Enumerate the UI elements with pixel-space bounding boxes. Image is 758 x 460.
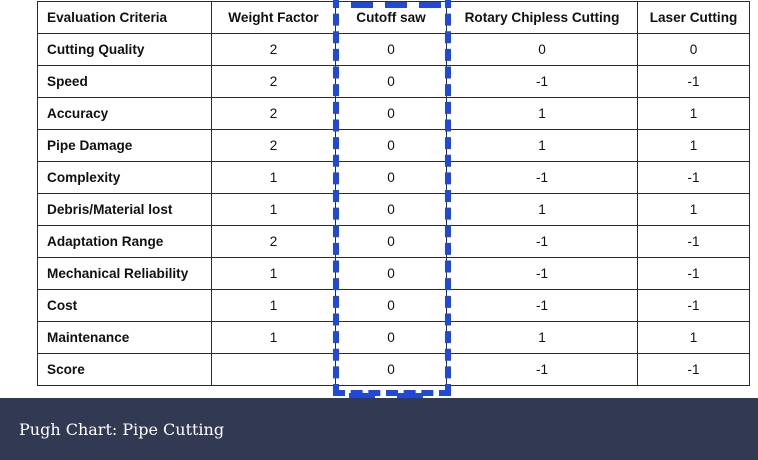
cutoff-saw-cell: 0 (335, 321, 447, 354)
table-row: Maintenance 1 0 1 1 (37, 321, 750, 354)
header-laser-cutting: Laser Cutting (637, 1, 750, 34)
criteria-cell: Complexity (37, 161, 212, 194)
caption-title: Pugh Chart: Pipe Cutting (19, 420, 225, 439)
cutoff-saw-cell: 0 (335, 97, 447, 130)
table-row: Accuracy 2 0 1 1 (37, 97, 750, 130)
laser-cell: -1 (637, 289, 750, 322)
laser-cell: -1 (637, 161, 750, 194)
laser-cell: 1 (637, 193, 750, 226)
cutoff-saw-cell: 0 (335, 161, 447, 194)
cutoff-saw-cell: 0 (335, 289, 447, 322)
table-row: Pipe Damage 2 0 1 1 (37, 129, 750, 162)
criteria-cell: Pipe Damage (37, 129, 212, 162)
weight-cell: 2 (211, 97, 336, 130)
laser-cell: 1 (637, 321, 750, 354)
laser-cell: -1 (637, 65, 750, 98)
criteria-cell: Cost (37, 289, 212, 322)
table-row: Mechanical Reliability 1 0 -1 -1 (37, 257, 750, 290)
criteria-cell: Adaptation Range (37, 225, 212, 258)
header-weight-factor: Weight Factor (211, 1, 336, 34)
cutoff-saw-cell: 0 (335, 33, 447, 66)
table-row: Complexity 1 0 -1 -1 (37, 161, 750, 194)
weight-cell: 2 (211, 33, 336, 66)
cutoff-saw-cell: 0 (335, 225, 447, 258)
laser-cell: -1 (637, 225, 750, 258)
laser-cell: 1 (637, 97, 750, 130)
criteria-cell: Debris/Material lost (37, 193, 212, 226)
table-row: Adaptation Range 2 0 -1 -1 (37, 225, 750, 258)
laser-cell: 1 (637, 129, 750, 162)
weight-cell: 1 (211, 289, 336, 322)
weight-cell: 2 (211, 65, 336, 98)
rotary-cell: 1 (446, 193, 638, 226)
cutoff-saw-cell: 0 (335, 129, 447, 162)
table-row: Debris/Material lost 1 0 1 1 (37, 193, 750, 226)
cutoff-saw-cell: 0 (335, 193, 447, 226)
rotary-cell: 1 (446, 97, 638, 130)
table-header-row: Evaluation Criteria Weight Factor Cutoff… (37, 1, 750, 34)
rotary-cell: -1 (446, 161, 638, 194)
cutoff-saw-cell: 0 (335, 257, 447, 290)
rotary-cell: -1 (446, 225, 638, 258)
table-row: Cutting Quality 2 0 0 0 (37, 33, 750, 66)
criteria-cell: Maintenance (37, 321, 212, 354)
table-row: Speed 2 0 -1 -1 (37, 65, 750, 98)
table-row: Cost 1 0 -1 -1 (37, 289, 750, 322)
criteria-cell: Score (37, 353, 212, 386)
pugh-chart-image: Evaluation Criteria Weight Factor Cutoff… (37, 0, 750, 398)
weight-cell: 1 (211, 193, 336, 226)
cutoff-saw-cell: 0 (335, 353, 447, 386)
rotary-cell: 1 (446, 321, 638, 354)
weight-cell: 1 (211, 257, 336, 290)
laser-cell: -1 (637, 257, 750, 290)
weight-cell: 2 (211, 129, 336, 162)
criteria-cell: Speed (37, 65, 212, 98)
criteria-cell: Accuracy (37, 97, 212, 130)
laser-cell: -1 (637, 353, 750, 386)
criteria-cell: Mechanical Reliability (37, 257, 212, 290)
pugh-chart-table: Evaluation Criteria Weight Factor Cutoff… (37, 1, 750, 386)
criteria-cell: Cutting Quality (37, 33, 212, 66)
rotary-cell: -1 (446, 257, 638, 290)
header-cutoff-saw: Cutoff saw (335, 1, 447, 34)
rotary-cell: 0 (446, 33, 638, 66)
laser-cell: 0 (637, 33, 750, 66)
weight-cell: 2 (211, 225, 336, 258)
score-row: Score 0 -1 -1 (37, 353, 750, 386)
header-rotary-chipless-cutting: Rotary Chipless Cutting (446, 1, 638, 34)
weight-cell: 1 (211, 161, 336, 194)
rotary-cell: -1 (446, 353, 638, 386)
rotary-cell: -1 (446, 289, 638, 322)
weight-cell (211, 353, 336, 386)
rotary-cell: -1 (446, 65, 638, 98)
caption-bar: Pugh Chart: Pipe Cutting (0, 398, 758, 460)
weight-cell: 1 (211, 321, 336, 354)
header-evaluation-criteria: Evaluation Criteria (37, 1, 212, 34)
rotary-cell: 1 (446, 129, 638, 162)
cutoff-saw-cell: 0 (335, 65, 447, 98)
